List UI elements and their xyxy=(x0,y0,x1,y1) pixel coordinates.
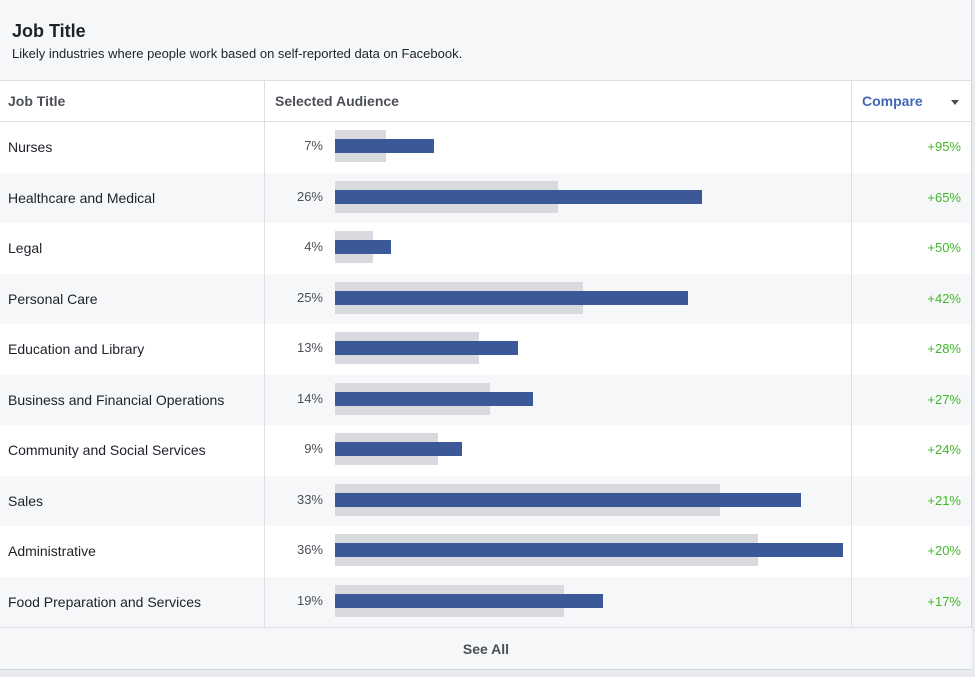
card-subtitle: Likely industries where people work base… xyxy=(12,46,463,61)
table-row: Legal 4% +50% xyxy=(0,223,971,274)
table-row: Nurses 7% +95% xyxy=(0,122,971,173)
column-divider-audience xyxy=(264,81,265,628)
job-title-name: Business and Financial Operations xyxy=(8,391,225,408)
compare-delta: +17% xyxy=(927,593,961,609)
audience-percent: 25% xyxy=(296,289,323,305)
audience-bar xyxy=(335,492,801,507)
audience-percent: 7% xyxy=(304,138,323,153)
job-title-name: Community and Social Services xyxy=(8,442,206,458)
compare-delta: +24% xyxy=(927,442,961,457)
audience-percent: 26% xyxy=(296,188,323,204)
job-title-name: Administrative xyxy=(8,543,96,559)
table-row: Healthcare and Medical 26% +65% xyxy=(0,172,971,223)
audience-bar xyxy=(335,139,434,153)
audience-percent: 19% xyxy=(296,592,323,608)
compare-delta: +20% xyxy=(927,543,961,558)
job-title-name: Sales xyxy=(8,492,44,509)
job-title-name: Legal xyxy=(8,240,43,256)
table-row: Food Preparation and Services 19% +17% xyxy=(0,576,971,627)
compare-dropdown[interactable]: Compare xyxy=(851,81,972,121)
see-all-button[interactable]: See All xyxy=(0,627,972,669)
audience-percent: 36% xyxy=(296,542,323,557)
job-title-name: Food Preparation and Services xyxy=(8,593,201,610)
compare-delta: +65% xyxy=(927,189,961,205)
card-title: Job Title xyxy=(12,21,86,41)
job-title-name: Education and Library xyxy=(8,341,145,357)
audience-bar xyxy=(335,189,702,204)
compare-delta: +21% xyxy=(927,492,961,508)
table-row: Business and Financial Operations 14% +27% xyxy=(0,374,971,425)
column-divider-compare xyxy=(851,81,852,628)
audience-percent: 14% xyxy=(296,390,323,406)
table-body: Nurses 7% +95% Healthcare and Medical 26% +65… xyxy=(0,122,971,627)
chevron-down-icon xyxy=(951,100,959,105)
table-header: Job Title Selected Audience Compare xyxy=(0,81,971,122)
compare-delta: +28% xyxy=(927,341,961,356)
audience-percent: 4% xyxy=(304,239,323,254)
audience-percent: 9% xyxy=(304,441,323,456)
audience-bar xyxy=(335,543,843,557)
job-title-name: Nurses xyxy=(8,139,53,155)
audience-bar xyxy=(335,593,604,608)
table-row: Personal Care 25% +42% xyxy=(0,273,971,324)
column-header-selected-audience: Selected Audience xyxy=(275,93,399,109)
audience-bar xyxy=(335,391,533,406)
table-row: Education and Library 13% +28% xyxy=(0,324,971,375)
audience-bar xyxy=(335,442,462,456)
job-title-name: Healthcare and Medical xyxy=(8,189,156,206)
column-header-job-title: Job Title xyxy=(8,93,66,109)
audience-bar xyxy=(335,341,519,355)
compare-delta: +27% xyxy=(927,391,961,407)
audience-bar xyxy=(335,240,392,254)
table-row: Community and Social Services 9% +24% xyxy=(0,425,971,476)
compare-delta: +42% xyxy=(927,290,961,306)
job-title-name: Personal Care xyxy=(8,290,98,307)
audience-percent: 33% xyxy=(296,491,323,507)
table-row: Administrative 36% +20% xyxy=(0,526,971,577)
compare-delta: +50% xyxy=(927,240,961,255)
compare-label: Compare xyxy=(862,93,923,109)
card-header: Job Title Likely industries where people… xyxy=(0,0,971,81)
table-row: Sales 33% +21% xyxy=(0,475,971,526)
audience-bar xyxy=(335,290,688,305)
compare-delta: +95% xyxy=(927,139,961,154)
audience-percent: 13% xyxy=(296,340,323,355)
